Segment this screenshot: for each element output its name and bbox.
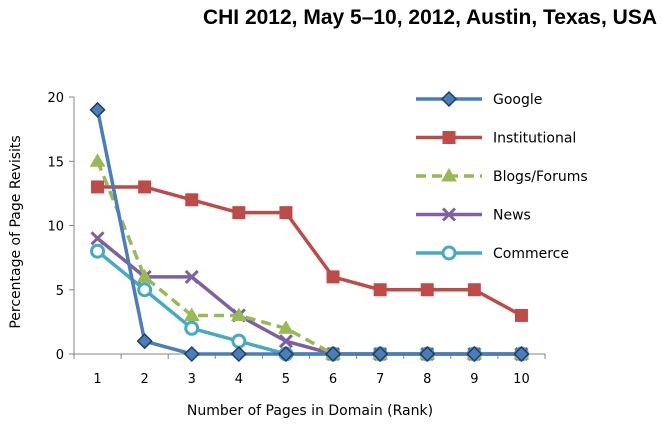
series-line <box>97 185 523 317</box>
data-point <box>372 345 389 363</box>
data-point <box>183 345 200 363</box>
chart-axes: 0 5 10 15 20 1 2 3 4 5 6 7 8 9 10 <box>47 91 546 387</box>
chart-legend: Google Institutional Blogs/Forums News Comme… <box>416 90 588 262</box>
series-line <box>96 236 522 356</box>
x-axis-label: Number of Pages in Domain (Rank) <box>187 403 433 419</box>
data-point <box>373 283 387 297</box>
y-tick-label: 15 <box>47 155 64 170</box>
data-point <box>230 307 247 321</box>
series-blogs-forums <box>89 153 530 360</box>
data-point <box>231 333 247 349</box>
y-tick-label: 5 <box>56 284 64 299</box>
data-point <box>185 193 199 207</box>
data-point <box>326 270 340 284</box>
legend-marker <box>440 90 458 108</box>
data-point <box>278 320 294 334</box>
y-tick-label: 0 <box>56 348 64 363</box>
legend-marker <box>441 207 457 222</box>
data-point <box>91 180 105 194</box>
x-tick-label: 1 <box>93 372 101 387</box>
legend-item: Institutional <box>416 131 576 147</box>
x-tick-label: 10 <box>513 372 530 387</box>
data-point <box>279 206 293 220</box>
data-point <box>138 180 152 194</box>
data-point <box>278 334 294 349</box>
legend-item: Blogs/Forums <box>416 168 588 185</box>
y-axis-label: Percentage of Page Revisits <box>8 135 24 328</box>
data-point <box>90 231 105 246</box>
page-header: CHI 2012, May 5–10, 2012, Austin, Texas,… <box>202 6 657 29</box>
legend-marker <box>442 131 456 144</box>
data-point <box>466 345 483 363</box>
x-tick-label: 6 <box>329 372 337 387</box>
data-point <box>420 283 434 297</box>
legend-label: Blogs/Forums <box>493 169 588 185</box>
legend-label: Commerce <box>493 246 569 262</box>
data-point <box>89 101 106 118</box>
y-tick-label: 20 <box>47 91 64 106</box>
y-tick-label: 10 <box>47 220 64 235</box>
legend-label: Institutional <box>493 131 576 147</box>
data-point <box>136 268 153 283</box>
x-tick-label: 9 <box>470 372 478 387</box>
legend-label: Google <box>493 92 542 108</box>
data-point <box>277 345 295 363</box>
chart-series <box>89 101 530 363</box>
legend-item: Commerce <box>416 245 569 262</box>
data-point <box>184 269 199 284</box>
x-tick-label: 3 <box>188 372 196 387</box>
data-point <box>513 345 530 363</box>
data-point <box>184 320 200 336</box>
data-point <box>419 345 436 363</box>
series-line <box>95 109 522 356</box>
x-tick-label: 5 <box>282 372 290 387</box>
data-point <box>89 153 106 167</box>
data-point <box>324 345 342 363</box>
legend-item: Google <box>416 90 542 108</box>
legend-marker <box>441 245 457 261</box>
x-tick-label: 8 <box>423 372 431 387</box>
series-institutional <box>91 180 528 322</box>
data-point <box>137 282 153 298</box>
x-tick-label: 7 <box>376 372 384 387</box>
data-point <box>467 283 481 297</box>
data-point <box>90 243 106 259</box>
x-tick-label: 4 <box>235 372 243 387</box>
legend-marker <box>441 168 457 182</box>
legend-label: News <box>493 208 531 224</box>
series-google <box>89 101 530 363</box>
data-point <box>183 307 200 321</box>
data-point <box>232 206 246 220</box>
data-point <box>136 333 153 350</box>
series-line <box>96 249 522 356</box>
data-point <box>230 345 247 363</box>
data-point <box>514 308 528 322</box>
x-tick-label: 2 <box>141 372 149 387</box>
legend-item: News <box>416 207 531 224</box>
